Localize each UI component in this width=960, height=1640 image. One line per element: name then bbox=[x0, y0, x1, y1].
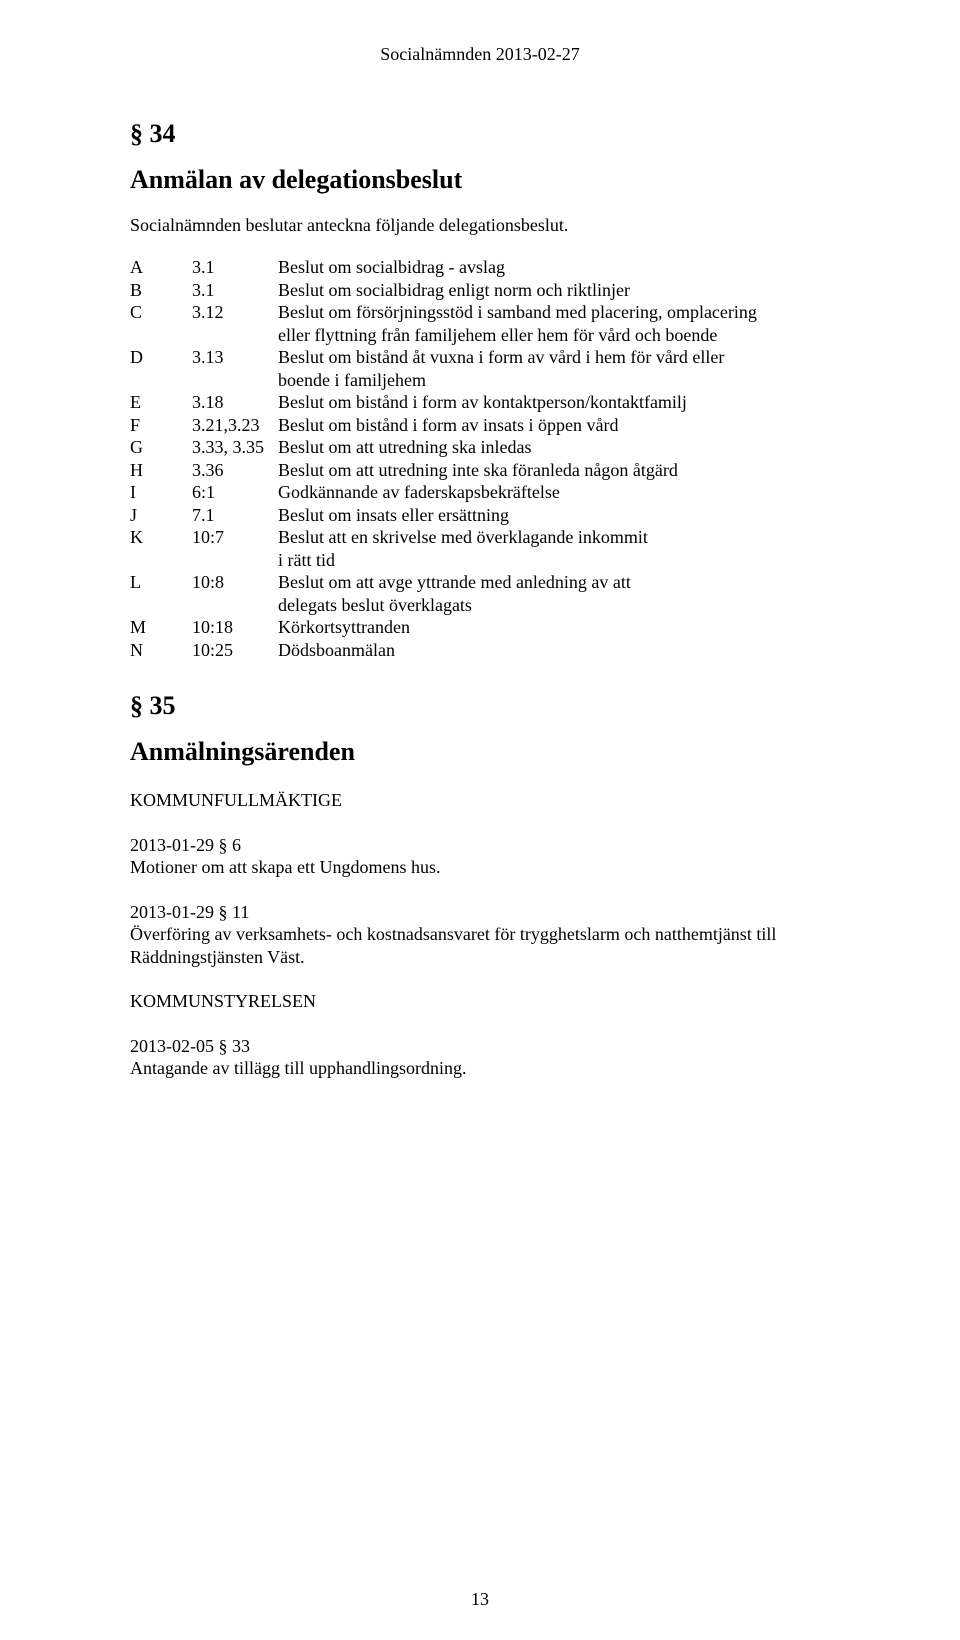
delegation-row-letter: K bbox=[130, 526, 192, 549]
delegation-row: M10:18Körkortsyttranden bbox=[130, 616, 830, 639]
announcement-block-line: Räddningstjänsten Väst. bbox=[130, 946, 830, 969]
delegation-row-code: 10:8 bbox=[192, 571, 278, 594]
delegation-row: G3.33, 3.35Beslut om att utredning ska i… bbox=[130, 436, 830, 459]
delegation-row-desc: Beslut om bistånd i form av insats i öpp… bbox=[278, 414, 830, 437]
announcement-block-head: KOMMUNFULLMÄKTIGE bbox=[130, 789, 830, 812]
delegation-row: F3.21,3.23Beslut om bistånd i form av in… bbox=[130, 414, 830, 437]
delegation-row-letter: A bbox=[130, 256, 192, 279]
section-34-intro: Socialnämnden beslutar anteckna följande… bbox=[130, 215, 830, 236]
delegation-row-desc: Dödsboanmälan bbox=[278, 639, 830, 662]
announcement-block-line: Motioner om att skapa ett Ungdomens hus. bbox=[130, 856, 830, 879]
delegation-row-code: 3.13 bbox=[192, 346, 278, 369]
delegation-row: B3.1Beslut om socialbidrag enligt norm o… bbox=[130, 279, 830, 302]
delegation-row: L10:8Beslut om att avge yttrande med anl… bbox=[130, 571, 830, 594]
delegation-row-desc: Beslut om att utredning ska inledas bbox=[278, 436, 830, 459]
page-number: 13 bbox=[0, 1589, 960, 1610]
delegation-row-desc: Beslut om bistånd i form av kontaktperso… bbox=[278, 391, 830, 414]
document-header: Socialnämnden 2013-02-27 bbox=[130, 44, 830, 65]
announcement-block: 2013-01-29 § 11Överföring av verksamhets… bbox=[130, 901, 830, 969]
delegation-row-desc-cont: i rätt tid bbox=[130, 549, 830, 572]
announcement-block: KOMMUNFULLMÄKTIGE bbox=[130, 789, 830, 812]
announcement-block-head: 2013-02-05 § 33 bbox=[130, 1035, 830, 1058]
delegation-row-desc-cont: delegats beslut överklagats bbox=[130, 594, 830, 617]
announcement-block-head: 2013-01-29 § 11 bbox=[130, 901, 830, 924]
delegation-row: D3.13Beslut om bistånd åt vuxna i form a… bbox=[130, 346, 830, 369]
section-34-title: Anmälan av delegationsbeslut bbox=[130, 165, 830, 195]
delegation-row: I6:1Godkännande av faderskapsbekräftelse bbox=[130, 481, 830, 504]
delegation-row-letter: M bbox=[130, 616, 192, 639]
delegation-row: N10:25Dödsboanmälan bbox=[130, 639, 830, 662]
delegation-row-desc: Beslut om socialbidrag enligt norm och r… bbox=[278, 279, 830, 302]
section-35-title: Anmälningsärenden bbox=[130, 737, 830, 767]
delegation-row-desc-cont: eller flyttning från familjehem eller he… bbox=[130, 324, 830, 347]
delegation-row-desc: Beslut att en skrivelse med överklagande… bbox=[278, 526, 830, 549]
delegation-row-desc: Körkortsyttranden bbox=[278, 616, 830, 639]
delegation-row-desc: Godkännande av faderskapsbekräftelse bbox=[278, 481, 830, 504]
announcement-block: 2013-02-05 § 33Antagande av tillägg till… bbox=[130, 1035, 830, 1080]
announcement-block-head: KOMMUNSTYRELSEN bbox=[130, 990, 830, 1013]
delegation-row: J7.1Beslut om insats eller ersättning bbox=[130, 504, 830, 527]
section-35-body: KOMMUNFULLMÄKTIGE 2013-01-29 § 6Motioner … bbox=[130, 789, 830, 1080]
delegation-row-code: 10:18 bbox=[192, 616, 278, 639]
delegation-row: E3.18Beslut om bistånd i form av kontakt… bbox=[130, 391, 830, 414]
delegation-row-letter: H bbox=[130, 459, 192, 482]
announcement-block-line: Antagande av tillägg till upphandlingsor… bbox=[130, 1057, 830, 1080]
delegation-row-letter: F bbox=[130, 414, 192, 437]
delegation-row-desc-cont: boende i familjehem bbox=[130, 369, 830, 392]
delegation-row-desc: Beslut om försörjningsstöd i samband med… bbox=[278, 301, 830, 324]
delegation-row-code: 6:1 bbox=[192, 481, 278, 504]
delegation-row-letter: I bbox=[130, 481, 192, 504]
delegation-row-desc: Beslut om bistånd åt vuxna i form av vår… bbox=[278, 346, 830, 369]
delegation-row-code: 10:25 bbox=[192, 639, 278, 662]
delegation-row-code: 3.12 bbox=[192, 301, 278, 324]
delegation-row-letter: E bbox=[130, 391, 192, 414]
delegation-row-code: 3.18 bbox=[192, 391, 278, 414]
delegation-row-letter: D bbox=[130, 346, 192, 369]
delegation-row-letter: J bbox=[130, 504, 192, 527]
delegation-row-code: 3.33, 3.35 bbox=[192, 436, 278, 459]
document-page: Socialnämnden 2013-02-27 § 34 Anmälan av… bbox=[0, 0, 960, 1640]
delegation-row-code: 3.36 bbox=[192, 459, 278, 482]
delegation-row: A3.1Beslut om socialbidrag - avslag bbox=[130, 256, 830, 279]
announcement-block-line: Överföring av verksamhets- och kostnadsa… bbox=[130, 923, 830, 946]
delegation-row-code: 10:7 bbox=[192, 526, 278, 549]
delegation-row: K10:7Beslut att en skrivelse med överkla… bbox=[130, 526, 830, 549]
section-35-number: § 35 bbox=[130, 691, 830, 721]
delegation-row-letter: C bbox=[130, 301, 192, 324]
delegation-row-code: 7.1 bbox=[192, 504, 278, 527]
section-34-lines: A3.1Beslut om socialbidrag - avslagB3.1B… bbox=[130, 256, 830, 661]
announcement-block: KOMMUNSTYRELSEN bbox=[130, 990, 830, 1013]
delegation-row-letter: N bbox=[130, 639, 192, 662]
announcement-block-head: 2013-01-29 § 6 bbox=[130, 834, 830, 857]
delegation-row-letter: B bbox=[130, 279, 192, 302]
delegation-row-desc: Beslut om socialbidrag - avslag bbox=[278, 256, 830, 279]
delegation-row-code: 3.1 bbox=[192, 279, 278, 302]
section-34-number: § 34 bbox=[130, 119, 830, 149]
delegation-row-code: 3.1 bbox=[192, 256, 278, 279]
delegation-row: C3.12Beslut om försörjningsstöd i samban… bbox=[130, 301, 830, 324]
delegation-row-desc: Beslut om insats eller ersättning bbox=[278, 504, 830, 527]
delegation-row-letter: G bbox=[130, 436, 192, 459]
delegation-row-letter: L bbox=[130, 571, 192, 594]
delegation-row-desc: Beslut om att utredning inte ska föranle… bbox=[278, 459, 830, 482]
announcement-block: 2013-01-29 § 6Motioner om att skapa ett … bbox=[130, 834, 830, 879]
delegation-row-code: 3.21,3.23 bbox=[192, 414, 278, 437]
delegation-row: H3.36Beslut om att utredning inte ska fö… bbox=[130, 459, 830, 482]
delegation-row-desc: Beslut om att avge yttrande med anlednin… bbox=[278, 571, 830, 594]
